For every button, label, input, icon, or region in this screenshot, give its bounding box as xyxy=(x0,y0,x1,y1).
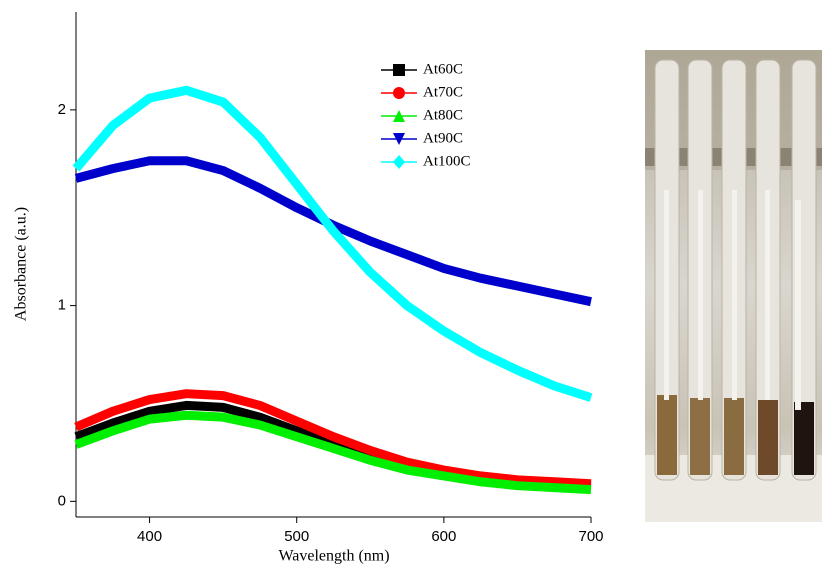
legend-label: At80C xyxy=(423,107,463,123)
chart: 0 1 2 400 500 600 700 At60C At70C At80C At90C At100… xyxy=(58,12,604,545)
x-tick-label: 600 xyxy=(431,528,456,545)
series-line xyxy=(74,410,592,495)
legend-marker xyxy=(393,87,405,99)
x-tick-label: 400 xyxy=(137,528,162,545)
y-axis-label: Absorbance (a.u.) xyxy=(13,207,30,321)
legend-label: At60C xyxy=(423,61,463,77)
series-line xyxy=(72,85,593,402)
legend-label: At70C xyxy=(423,84,463,100)
legend-marker xyxy=(393,110,405,122)
legend-marker xyxy=(393,155,405,169)
x-axis-label: Wavelength (nm) xyxy=(278,548,389,565)
y-tick-label: 1 xyxy=(58,297,66,314)
y-tick-label: 2 xyxy=(58,101,66,118)
series-line xyxy=(74,389,592,489)
x-tick-label: 700 xyxy=(578,528,603,545)
legend-label: At100C xyxy=(423,153,471,169)
legend-marker xyxy=(393,64,405,76)
legend-label: At90C xyxy=(423,130,463,146)
legend: At60C At70C At80C At90C At100C xyxy=(381,61,471,169)
x-tick-label: 500 xyxy=(284,528,309,545)
y-tick-label: 0 xyxy=(58,492,66,509)
photo xyxy=(645,50,822,522)
legend-marker xyxy=(393,133,405,145)
